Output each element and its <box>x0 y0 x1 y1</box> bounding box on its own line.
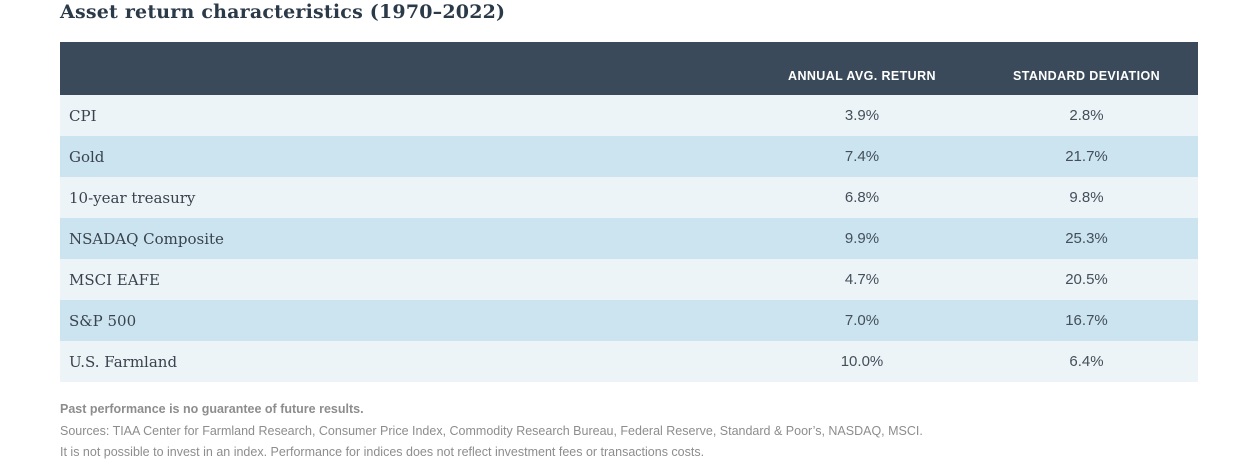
standard-deviation-value: 16.7% <box>1065 312 1108 329</box>
annual-avg-return-value: 7.4% <box>844 148 880 165</box>
footnote-index-note: It is not possible to invest in an index… <box>60 445 705 459</box>
asset-label: U.S. Farmland <box>69 352 178 371</box>
standard-deviation-value: 9.8% <box>1069 189 1104 206</box>
col-header-annual-avg-return: ANNUAL AVG. RETURN <box>788 69 936 83</box>
asset-label: Gold <box>69 147 105 166</box>
standard-deviation-value: 6.4% <box>1069 353 1104 370</box>
table-row: Gold 7.4% 21.7% <box>60 136 1198 177</box>
standard-deviation-value: 21.7% <box>1065 148 1108 165</box>
annual-avg-return-value: 6.8% <box>844 189 880 206</box>
annual-avg-return-value: 7.0% <box>844 312 880 329</box>
footnote-sources: Sources: TIAA Center for Farmland Resear… <box>60 423 923 438</box>
table-header: ANNUAL AVG. RETURN STANDARD DEVIATION <box>60 42 1198 95</box>
standard-deviation-value: 2.8% <box>1069 107 1104 124</box>
annual-avg-return-value: 9.9% <box>844 230 880 247</box>
asset-return-table: ANNUAL AVG. RETURN STANDARD DEVIATION CP… <box>60 42 1198 382</box>
col-header-standard-deviation: STANDARD DEVIATION <box>1012 69 1160 83</box>
footnote-disclaimer: Past performance is no guarantee of futu… <box>60 402 364 416</box>
table-row: CPI 3.9% 2.8% <box>60 95 1198 136</box>
table-row: MSCI EAFE 4.7% 20.5% <box>60 259 1198 300</box>
table-row: 10-year treasury 6.8% 9.8% <box>60 177 1198 218</box>
annual-avg-return-value: 3.9% <box>844 107 880 124</box>
footnotes: Past performance is no guarantee of futu… <box>60 399 1198 464</box>
table-row: NSADAQ Composite 9.9% 25.3% <box>60 218 1198 259</box>
page-title: Asset return characteristics (1970–2022) <box>60 1 506 23</box>
standard-deviation-value: 20.5% <box>1065 271 1108 288</box>
table-body: CPI 3.9% 2.8% Gold 7.4% 21.7% 10-year tr… <box>60 95 1198 382</box>
annual-avg-return-value: 4.7% <box>844 271 880 288</box>
asset-label: 10-year treasury <box>69 188 196 207</box>
asset-label: S&P 500 <box>69 311 137 330</box>
annual-avg-return-value: 10.0% <box>840 353 884 370</box>
asset-label: CPI <box>69 106 97 125</box>
table-row: U.S. Farmland 10.0% 6.4% <box>60 341 1198 382</box>
col-header-empty <box>60 42 749 95</box>
asset-label: MSCI EAFE <box>69 270 160 289</box>
table-row: S&P 500 7.0% 16.7% <box>60 300 1198 341</box>
table-header-row: ANNUAL AVG. RETURN STANDARD DEVIATION <box>60 42 1198 95</box>
standard-deviation-value: 25.3% <box>1065 230 1108 247</box>
asset-label: NSADAQ Composite <box>69 229 224 248</box>
